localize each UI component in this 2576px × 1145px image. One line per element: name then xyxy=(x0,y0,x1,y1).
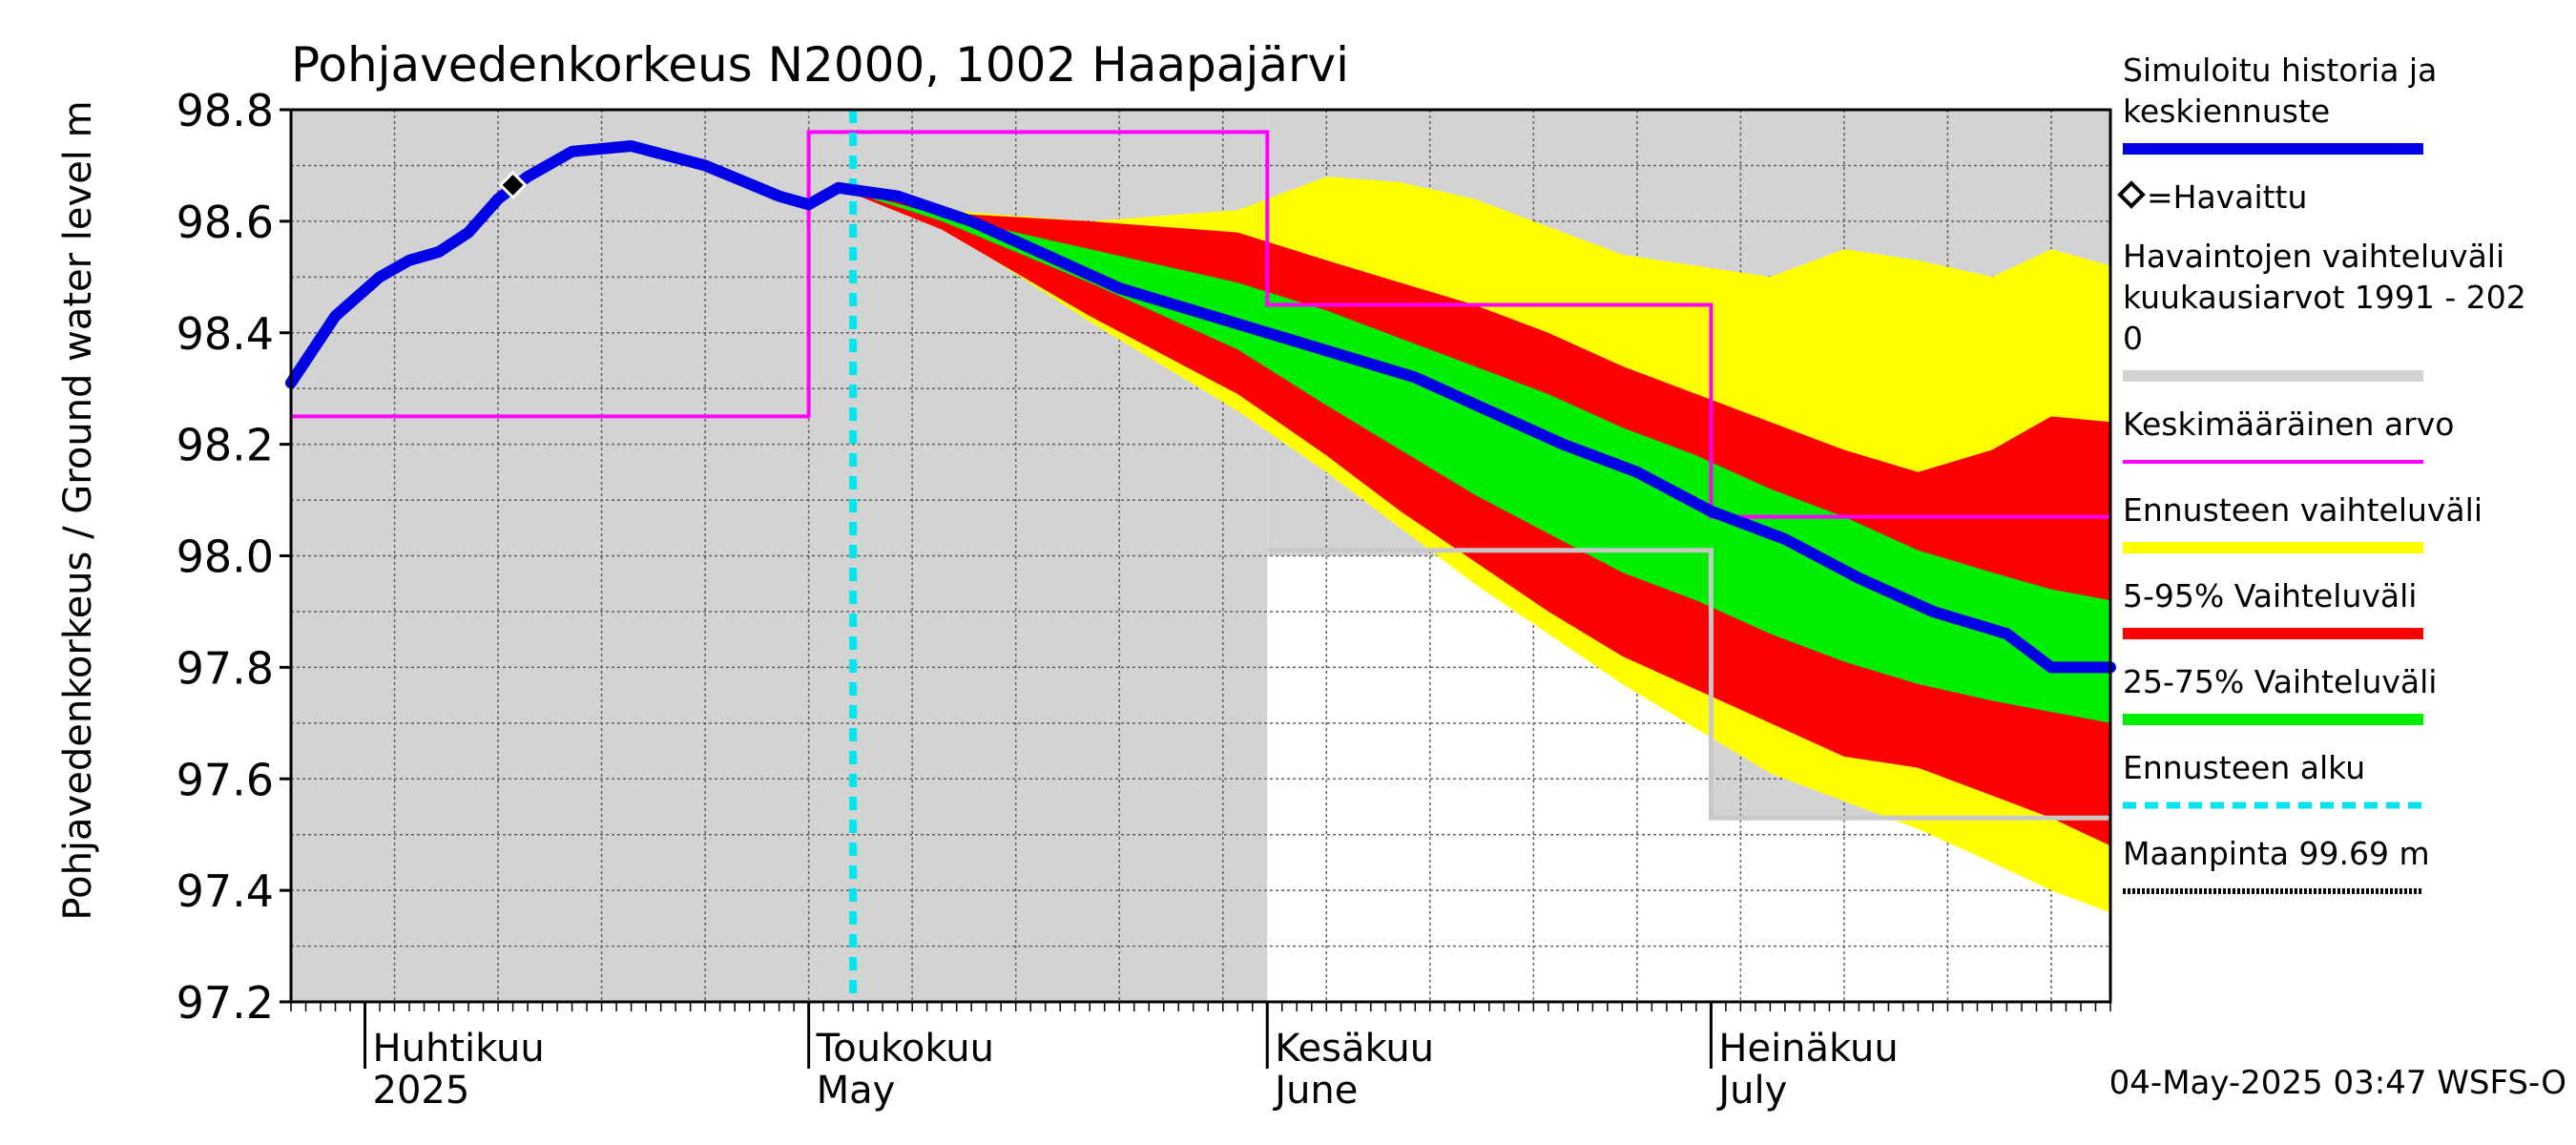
legend-label: 5-95% Vaihteluväli xyxy=(2123,577,2417,614)
y-tick-label: 97.2 xyxy=(177,977,274,1029)
y-tick-label: 98.6 xyxy=(177,197,274,248)
legend-label: Ennusteen alku xyxy=(2123,749,2365,786)
legend: Simuloitu historia ja keskiennuste =Havait… xyxy=(2117,52,2526,894)
month-label-fi: Huhtikuu xyxy=(373,1027,545,1071)
timestamp: 04-May-2025 03:47 WSFS-O xyxy=(2109,1064,2566,1102)
month-label-fi: Heinäkuu xyxy=(1718,1027,1898,1071)
simulated-line xyxy=(285,140,2116,674)
p25-75-band xyxy=(838,187,2111,723)
legend-symbol xyxy=(2117,180,2146,209)
legend-label: kuukausiarvot 1991 - 202 xyxy=(2123,279,2526,316)
legend-label: Keskimääräinen arvo xyxy=(2123,406,2454,443)
mean-value-line xyxy=(291,130,2110,519)
month-label-fi: Toukokuu xyxy=(816,1027,994,1071)
y-axis-label: Pohjavedenkorkeus / Ground water level m xyxy=(56,100,100,920)
month-label-fi: Kesäkuu xyxy=(1275,1027,1434,1071)
y-tick-label: 98.0 xyxy=(177,531,274,583)
month-label-en: July xyxy=(1715,1069,1787,1113)
month-label-en: May xyxy=(817,1069,896,1113)
legend-label: 25-75% Vaihteluväli xyxy=(2123,663,2437,700)
y-tick-label: 98.4 xyxy=(177,308,274,360)
legend-label: =Havaittu xyxy=(2147,178,2307,216)
legend-label: Ennusteen vaihteluväli xyxy=(2123,491,2483,529)
p5-95-band xyxy=(838,187,2111,846)
y-tick-label: 97.8 xyxy=(177,642,274,694)
legend-label: keskiennuste xyxy=(2123,93,2330,130)
observed-point xyxy=(498,170,528,200)
min-observed-line xyxy=(1267,548,2110,821)
legend-label: Havaintojen vaihteluväli xyxy=(2123,238,2504,275)
legend-label: 0 xyxy=(2123,320,2143,357)
y-tick-label: 97.4 xyxy=(177,865,274,917)
legend-label: Simuloitu historia ja xyxy=(2123,52,2437,89)
month-label-en: 2025 xyxy=(373,1069,470,1113)
legend-label: Maanpinta 99.69 m xyxy=(2123,835,2430,872)
y-tick-label: 97.6 xyxy=(177,754,274,805)
y-tick-label: 98.2 xyxy=(177,420,274,471)
chart-title: Pohjavedenkorkeus N2000, 1002 Haapajärvi xyxy=(291,37,1349,93)
month-label-en: June xyxy=(1272,1069,1358,1113)
y-tick-label: 98.8 xyxy=(177,85,274,136)
